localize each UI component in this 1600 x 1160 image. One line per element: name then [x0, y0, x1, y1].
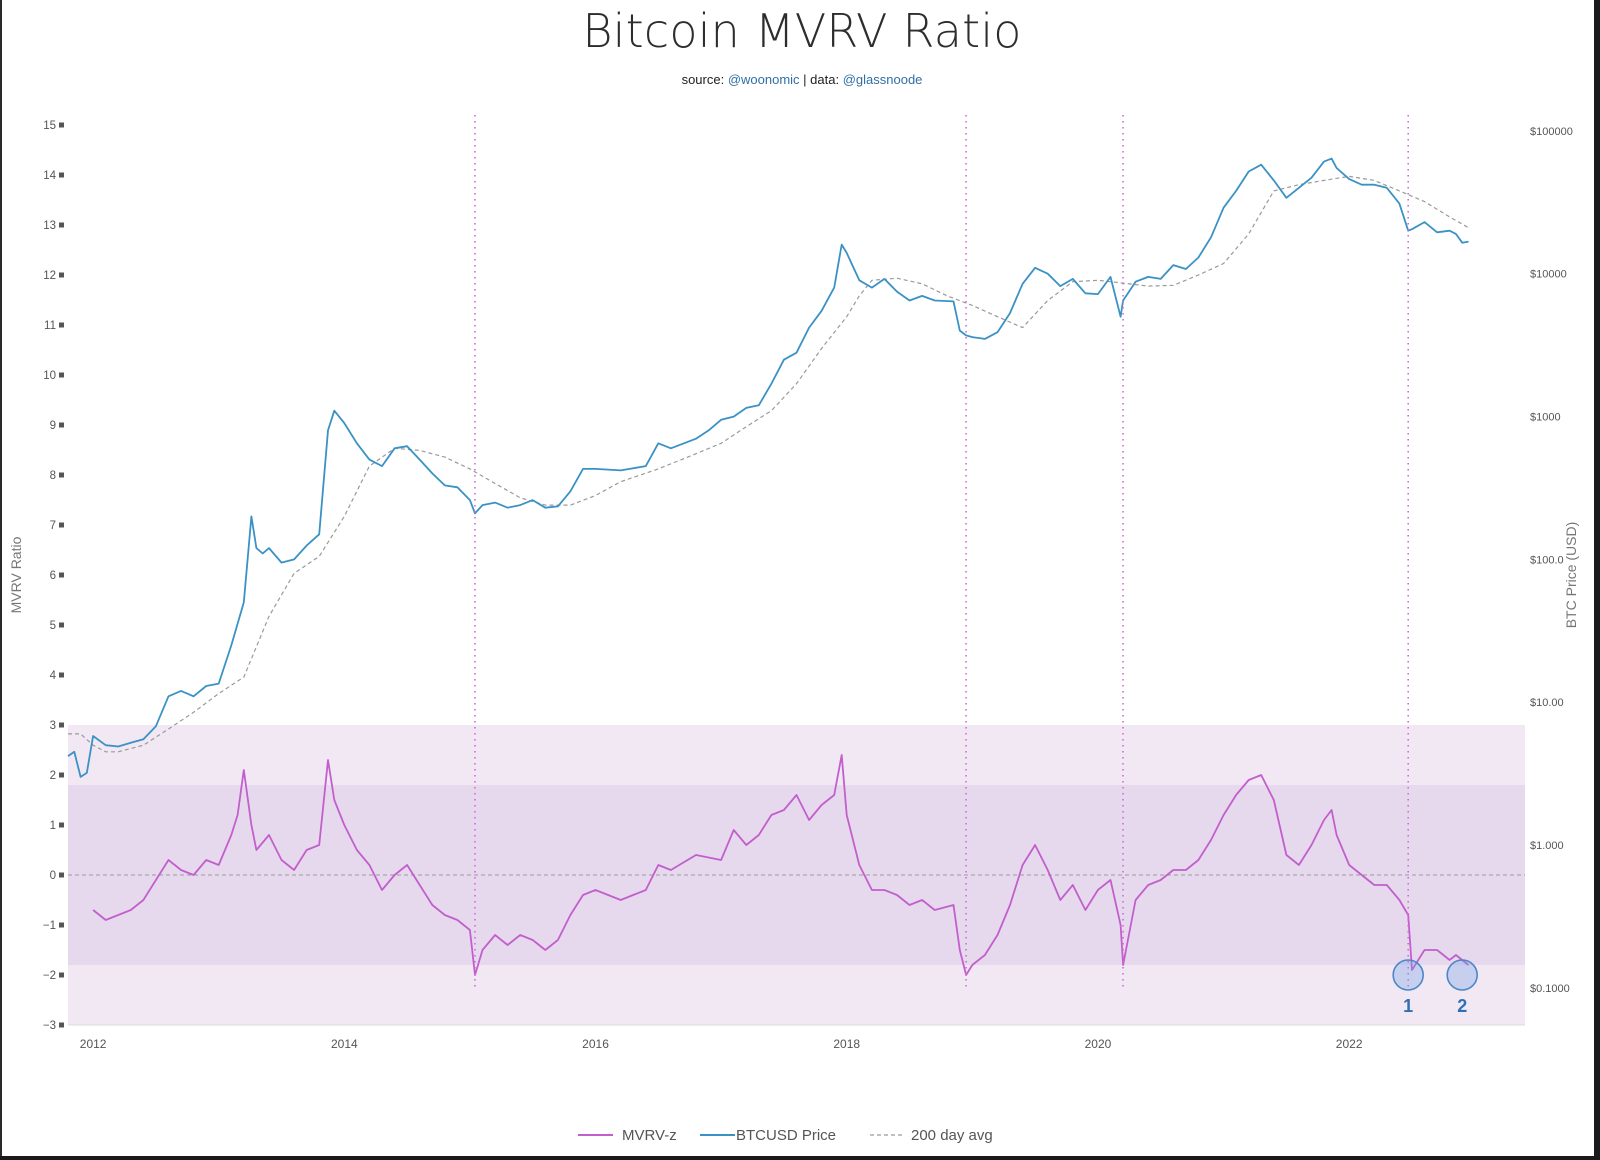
legend-item-200-day-avg[interactable]: 200 day avg — [911, 1127, 993, 1144]
y-tick-label: 9 — [50, 420, 56, 432]
annotation-label-1: 1 — [1403, 996, 1413, 1016]
legend: MVRV-z BTCUSD Price 200 day avg — [578, 1127, 993, 1144]
y-tick-mark — [59, 372, 64, 378]
y2-tick-label: $1000 — [1530, 412, 1561, 424]
y-tick-mark — [59, 572, 64, 578]
y2-tick-label: $1.000 — [1530, 840, 1564, 852]
y-tick-label: −2 — [43, 970, 56, 982]
legend-item-btcusd-price[interactable]: BTCUSD Price — [736, 1127, 836, 1144]
chart-subtitle: source: @woonomic | data: @glassnoode — [2, 72, 1600, 87]
y-tick-label: −3 — [43, 1020, 56, 1032]
y-tick-mark — [59, 972, 64, 978]
subtitle-source-prefix: source: — [681, 72, 728, 87]
y-tick-mark — [59, 222, 64, 228]
y-tick-label: 4 — [50, 670, 57, 682]
y2-axis-label: BTC Price (USD) — [1563, 522, 1579, 629]
y-tick-mark — [59, 1022, 64, 1028]
data-link[interactable]: @glassnoode — [842, 72, 923, 87]
y2-tick-label: $100.0 — [1530, 554, 1564, 566]
x-tick-label: 2016 — [582, 1037, 609, 1051]
y-tick-label: 13 — [43, 220, 56, 232]
y-tick-mark — [59, 522, 64, 528]
chart-title: Bitcoin MVRV Ratio — [582, 4, 1022, 58]
y-tick-mark — [59, 272, 64, 278]
y-tick-label: 15 — [43, 120, 56, 132]
y-tick-label: 8 — [50, 470, 56, 482]
annotation-circle-1 — [1392, 959, 1424, 991]
legend-item-mvrv-z[interactable]: MVRV-z — [622, 1127, 677, 1144]
y-tick-label: −1 — [43, 920, 56, 932]
series-mvrv-z — [92, 754, 1470, 976]
x-tick-label: 2022 — [1336, 1037, 1363, 1051]
y-tick-label: 12 — [43, 270, 56, 282]
y-tick-label: 11 — [44, 320, 56, 332]
x-tick-label: 2012 — [80, 1037, 107, 1051]
annotation-circle-2 — [1446, 959, 1478, 991]
x-tick-label: 2014 — [331, 1037, 358, 1051]
axes: 2012 2014 2016 2018 2020 2022−3−2−10123456789… — [43, 120, 1573, 1051]
y-tick-mark — [59, 122, 64, 128]
annotation-label-2: 2 — [1457, 996, 1467, 1016]
y-tick-label: 10 — [43, 370, 56, 382]
y-tick-mark — [59, 172, 64, 178]
y-tick-label: 5 — [50, 620, 56, 632]
y2-tick-label: $100000 — [1530, 126, 1573, 138]
x-tick-label: 2020 — [1085, 1037, 1112, 1051]
y-tick-label: 3 — [50, 720, 56, 732]
series-btcusd-price — [67, 157, 1469, 778]
y-tick-label: 1 — [50, 820, 56, 832]
series-200-day-avg — [68, 175, 1469, 753]
source-link[interactable]: @woonomic — [727, 72, 800, 87]
y-tick-label: 14 — [43, 170, 56, 182]
series-layer — [67, 157, 1470, 976]
y-tick-mark — [59, 872, 64, 878]
y-tick-mark — [59, 922, 64, 928]
y-tick-mark — [59, 822, 64, 828]
y-tick-mark — [59, 622, 64, 628]
x-tick-label: 2018 — [833, 1037, 860, 1051]
y-tick-mark — [59, 322, 64, 328]
y-tick-mark — [59, 722, 64, 728]
y2-tick-label: $0.1000 — [1530, 983, 1570, 995]
y-tick-mark — [59, 422, 64, 428]
y-tick-label: 0 — [50, 870, 56, 882]
y-tick-label: 6 — [50, 570, 56, 582]
y-tick-mark — [59, 772, 64, 778]
y-tick-mark — [59, 472, 64, 478]
y-axis-label: MVRV Ratio — [8, 536, 24, 613]
y-tick-label: 7 — [50, 520, 56, 532]
y-tick-mark — [59, 672, 64, 678]
subtitle-separator: | data: — [799, 72, 843, 87]
y2-tick-label: $10.00 — [1530, 697, 1564, 709]
y2-tick-label: $10000 — [1530, 269, 1567, 281]
y-tick-label: 2 — [50, 770, 56, 782]
